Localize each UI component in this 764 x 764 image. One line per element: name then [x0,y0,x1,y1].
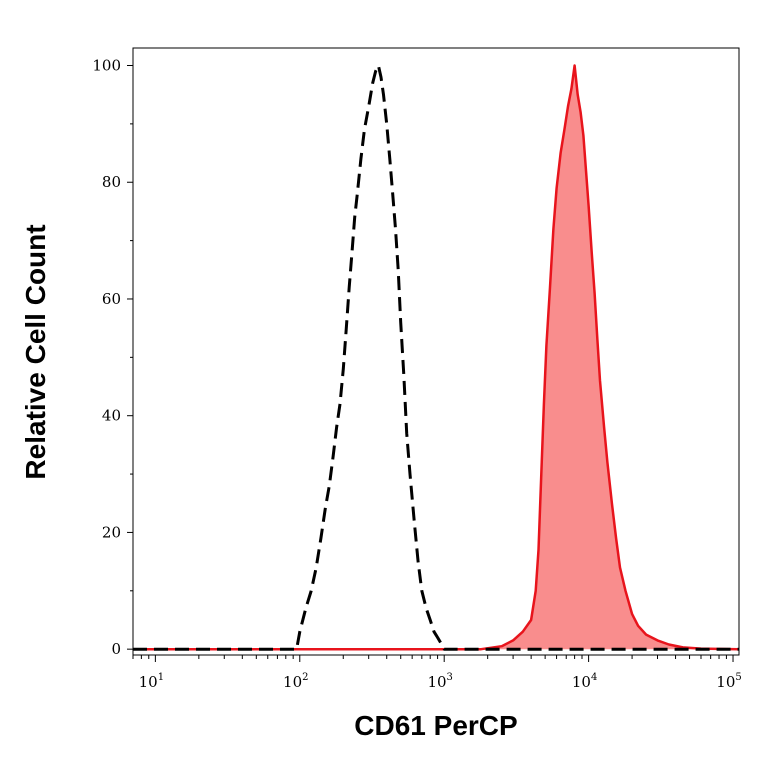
x-tick-label: 101 [139,672,164,691]
y-axis-title: Relative Cell Count [20,224,51,479]
x-tick-label: 104 [572,672,597,691]
y-tick-label: 80 [102,173,121,191]
y-tick-label: 100 [92,57,121,75]
series-layer [133,64,740,651]
plot-border [132,47,740,656]
x-tick-label: 102 [283,672,308,691]
series-line-solid [133,64,740,651]
y-tick-label: 20 [102,523,121,541]
x-axis-title: CD61 PerCP [354,710,517,741]
series-fill-solid [133,65,739,650]
y-tick-label: 60 [102,290,121,308]
y-tick-label: 40 [102,407,121,425]
x-tick-label: 103 [427,672,452,691]
series-line-dashed [133,64,739,651]
x-axis-ticks: 101 102 103 104 105 [132,655,742,691]
y-axis-ticks: 0 20 40 60 80 100 [92,57,133,658]
plot-frame [132,47,740,656]
x-tick-label: 105 [716,672,741,691]
y-tick-label: 0 [111,640,121,658]
